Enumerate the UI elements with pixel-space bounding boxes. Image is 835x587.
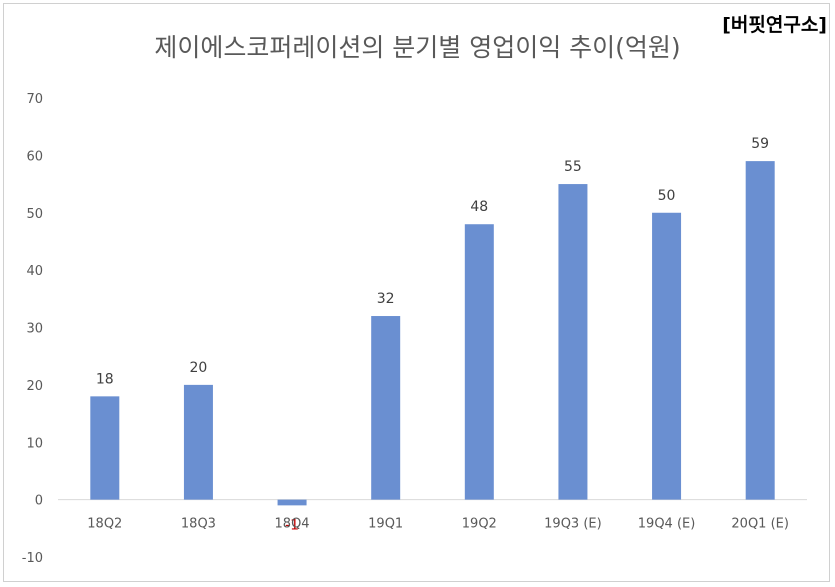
bar [464, 224, 494, 500]
category-labels: 18Q2 18Q3 18Q4 19Q1 19Q2 19Q3 (E) 19Q4 (E) 20Q1… [87, 517, 789, 532]
y-tick-label: 30 [26, 322, 43, 337]
category-label: 19Q2 [462, 517, 497, 532]
y-tick-label: 50 [26, 207, 43, 222]
y-tick-label: 20 [26, 379, 43, 394]
category-label: 19Q4 (E) [638, 517, 696, 532]
bar [371, 316, 401, 500]
y-tick-label: -10 [22, 551, 43, 566]
data-label: 50 [658, 188, 676, 204]
bar [745, 161, 775, 500]
category-label: 20Q1 (E) [731, 517, 789, 532]
watermark: [버핏연구소] [722, 14, 827, 36]
category-label: 18Q2 [87, 517, 122, 532]
y-tick-label: 60 [26, 149, 43, 164]
data-label: 18 [96, 371, 114, 387]
data-label: 32 [377, 291, 395, 307]
chart-title: 제이에스코퍼레이션의 분기별 영업이익 추이(억원) [154, 33, 681, 62]
y-tick-label: 40 [26, 264, 43, 279]
category-label: 18Q4 [275, 517, 310, 532]
bar [652, 212, 682, 500]
data-label: 48 [470, 199, 488, 215]
data-label: 20 [190, 360, 208, 376]
data-labels: 18 20 -1 32 48 55 50 59 [96, 136, 769, 533]
data-label: 55 [564, 159, 582, 175]
data-label: -1 [285, 517, 299, 533]
y-tick-label: 0 [35, 494, 43, 509]
chart-frame [3, 3, 830, 582]
data-label: 59 [751, 136, 769, 152]
category-label: 19Q3 (E) [544, 517, 602, 532]
bar [558, 184, 588, 500]
y-tick-label: 70 [26, 92, 43, 107]
y-tick-label: 10 [26, 436, 43, 451]
bar [90, 396, 120, 500]
bars [90, 161, 775, 506]
bar [277, 499, 307, 506]
category-label: 18Q3 [181, 517, 216, 532]
category-label: 19Q1 [368, 517, 403, 532]
y-axis-ticks: 70 60 50 40 30 20 10 0 -10 [22, 92, 43, 566]
bar [183, 384, 213, 500]
